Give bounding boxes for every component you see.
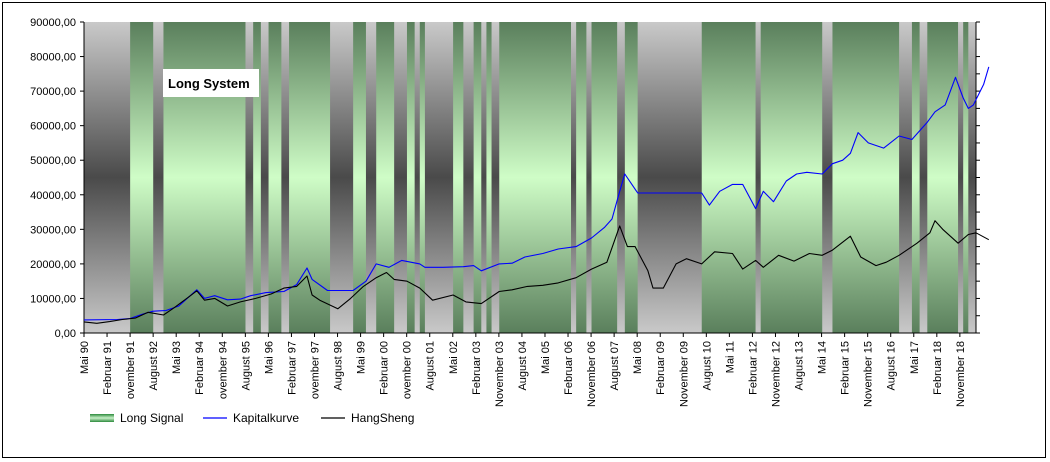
series-line-hangsheng (83, 220, 990, 324)
signal-off-band (424, 22, 454, 333)
x-tick-label: Mai 02 (448, 341, 460, 374)
x-tick-label: Mai 11 (724, 341, 736, 373)
x-tick-label: Februar 06 (563, 341, 575, 395)
x-tick-label: Februar 09 (655, 341, 667, 395)
signal-off-band (899, 22, 912, 333)
chart-title: Long System (168, 76, 250, 91)
signal-off-band (394, 22, 407, 333)
x-tick-label: Februar 00 (379, 341, 391, 395)
x-tick-label: November 18 (955, 341, 967, 407)
signal-off-band (958, 22, 964, 333)
y-tick-label: 0,00 (55, 328, 76, 340)
signal-off-band (755, 22, 761, 333)
x-tick-label: ovember 94 (217, 341, 229, 399)
legend-label-kapitalkurve: Kapitalkurve (233, 411, 299, 425)
x-tick-label: August 04 (517, 341, 529, 391)
y-tick-label: 50000,00 (30, 155, 76, 167)
x-tick-label: Februar 97 (286, 341, 298, 395)
signal-off-band (491, 22, 500, 333)
signal-off-band (463, 22, 474, 333)
x-tick-label: Mai 90 (79, 341, 91, 374)
x-tick-label: ovember 00 (402, 341, 414, 399)
legend-label-hangsheng: HangSheng (351, 411, 414, 425)
signal-off-band (586, 22, 592, 333)
signal-off-band (330, 22, 354, 333)
x-tick-label: Februar 12 (747, 341, 759, 395)
x-tick-label: Februar 18 (932, 341, 944, 395)
x-tick-label: Mai 99 (356, 341, 368, 374)
x-tick-label: August 07 (609, 341, 621, 391)
signal-off-band (617, 22, 625, 333)
y-tick-label: 80000,00 (30, 52, 76, 64)
x-tick-label: Februar 03 (471, 341, 483, 395)
signal-off-band (637, 22, 702, 333)
x-tick-label: November 09 (678, 341, 690, 407)
signal-off-band (365, 22, 377, 333)
y-tick-label: 60000,00 (30, 121, 76, 133)
signal-off-band (153, 22, 164, 333)
legend-swatch-long-signal (90, 414, 114, 422)
x-tick-label: August 16 (886, 341, 898, 391)
y-tick-label: 10000,00 (30, 293, 76, 305)
y-tick-label: 30000,00 (30, 224, 76, 236)
x-tick-label: Mai 17 (909, 341, 921, 374)
x-tick-label: November 06 (586, 341, 598, 407)
x-tick-label: ovember 97 (309, 341, 321, 399)
signal-off-band (281, 22, 290, 333)
series-line-kapitalkurve (83, 66, 990, 321)
x-tick-label: ovember 91 (125, 341, 137, 399)
y-tick-label: 20000,00 (30, 259, 76, 271)
x-tick-label: Mai 14 (817, 341, 829, 374)
x-tick-label: Februar 94 (194, 341, 206, 395)
signal-off-band (822, 22, 833, 333)
x-tick-label: Mai 08 (632, 341, 644, 374)
x-tick-label: August 95 (240, 341, 252, 391)
y-tick-label: 40000,00 (30, 190, 76, 202)
legend-label-long-signal: Long Signal (120, 411, 183, 425)
signal-off-band (245, 22, 254, 333)
x-tick-label: Februar 91 (102, 341, 114, 395)
x-tick-label: August 98 (333, 341, 345, 391)
y-tick-label: 90000,00 (30, 17, 76, 29)
x-tick-label: Mai 05 (540, 341, 552, 374)
chart-svg: 0,00 10000,00 20000,00 30000,00 40000,00 5000… (30, 17, 990, 425)
signal-off-band (968, 22, 976, 333)
x-tick-label: Mai 93 (171, 341, 183, 374)
signal-off-band (919, 22, 928, 333)
x-tick-label: November 15 (863, 341, 875, 407)
x-tick-label: August 92 (148, 341, 160, 391)
signal-off-band (571, 22, 577, 333)
x-tick-label: August 01 (425, 341, 437, 391)
title-box (163, 69, 259, 97)
signal-off-band (414, 22, 420, 333)
y-tick-label: 70000,00 (30, 86, 76, 98)
signal-off-band (84, 22, 131, 333)
legend: Long Signal Kapitalkurve HangSheng (90, 411, 414, 425)
x-tick-label: Februar 15 (840, 341, 852, 395)
x-tick-label: August 10 (701, 341, 713, 391)
x-tick-label: August 13 (794, 341, 806, 391)
signal-off-band (260, 22, 269, 333)
x-tick-label: November 03 (494, 341, 506, 407)
x-tick-label: Mai 96 (263, 341, 275, 374)
x-tick-label: November 12 (770, 341, 782, 407)
signal-off-band (481, 22, 487, 333)
